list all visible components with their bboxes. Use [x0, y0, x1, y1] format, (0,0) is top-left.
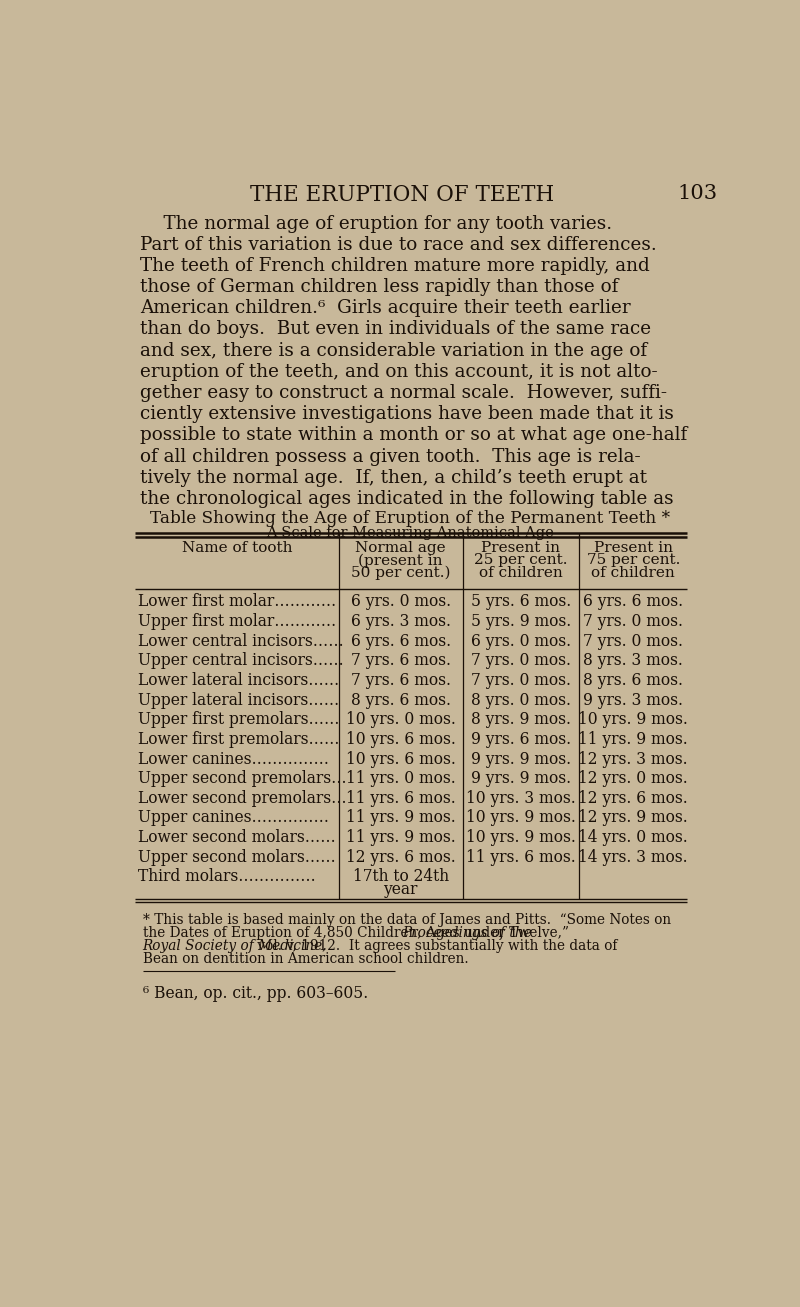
Text: 14 yrs. 0 mos.: 14 yrs. 0 mos.: [578, 829, 688, 846]
Text: 7 yrs. 0 mos.: 7 yrs. 0 mos.: [471, 672, 571, 689]
Text: those of German children less rapidly than those of: those of German children less rapidly th…: [140, 278, 618, 297]
Text: vol. v, 1912.  It agrees substantially with the data of: vol. v, 1912. It agrees substantially wi…: [254, 938, 618, 953]
Text: 12 yrs. 9 mos.: 12 yrs. 9 mos.: [578, 809, 688, 826]
Text: Royal Society of Medicine,: Royal Society of Medicine,: [142, 938, 327, 953]
Text: of all children possess a given tooth.  This age is rela-: of all children possess a given tooth. T…: [140, 447, 641, 465]
Text: 12 yrs. 3 mos.: 12 yrs. 3 mos.: [578, 750, 688, 767]
Text: year: year: [383, 881, 418, 898]
Text: Bean on dentition in American school children.: Bean on dentition in American school chi…: [142, 951, 468, 966]
Text: the chronological ages indicated in the following table as: the chronological ages indicated in the …: [140, 490, 674, 508]
Text: American children.⁶  Girls acquire their teeth earlier: American children.⁶ Girls acquire their …: [140, 299, 631, 318]
Text: Upper lateral incisors……: Upper lateral incisors……: [138, 691, 339, 708]
Text: Upper central incisors……: Upper central incisors……: [138, 652, 344, 669]
Text: Lower central incisors……: Lower central incisors……: [138, 633, 344, 650]
Text: ciently extensive investigations have been made that it is: ciently extensive investigations have be…: [140, 405, 674, 423]
Text: 11 yrs. 6 mos.: 11 yrs. 6 mos.: [346, 789, 455, 806]
Text: 9 yrs. 6 mos.: 9 yrs. 6 mos.: [470, 731, 571, 748]
Text: Upper second molars……: Upper second molars……: [138, 848, 336, 865]
Text: * This table is based mainly on the data of James and Pitts.  “Some Notes on: * This table is based mainly on the data…: [142, 912, 670, 927]
Text: Lower canines……………: Lower canines……………: [138, 750, 329, 767]
Text: 10 yrs. 0 mos.: 10 yrs. 0 mos.: [346, 711, 456, 728]
Text: the Dates of Eruption of 4,850 Children, Ages under Twelve,”: the Dates of Eruption of 4,850 Children,…: [142, 925, 573, 940]
Text: 14 yrs. 3 mos.: 14 yrs. 3 mos.: [578, 848, 688, 865]
Text: THE ERUPTION OF TEETH: THE ERUPTION OF TEETH: [250, 184, 554, 205]
Text: and sex, there is a considerable variation in the age of: and sex, there is a considerable variati…: [140, 341, 647, 359]
Text: 6 yrs. 0 mos.: 6 yrs. 0 mos.: [470, 633, 571, 650]
Text: The normal age of eruption for any tooth varies.: The normal age of eruption for any tooth…: [140, 214, 613, 233]
Text: of children: of children: [591, 566, 675, 580]
Text: 11 yrs. 0 mos.: 11 yrs. 0 mos.: [346, 770, 455, 787]
Text: 10 yrs. 9 mos.: 10 yrs. 9 mos.: [466, 829, 576, 846]
Text: 10 yrs. 9 mos.: 10 yrs. 9 mos.: [466, 809, 576, 826]
Text: of children: of children: [479, 566, 562, 580]
Text: 7 yrs. 6 mos.: 7 yrs. 6 mos.: [350, 672, 450, 689]
Text: 6 yrs. 6 mos.: 6 yrs. 6 mos.: [350, 633, 450, 650]
Text: Table Showing the Age of Eruption of the Permanent Teeth *: Table Showing the Age of Eruption of the…: [150, 510, 670, 527]
Text: Upper canines……………: Upper canines……………: [138, 809, 329, 826]
Text: 50 per cent.): 50 per cent.): [351, 566, 450, 580]
Text: ⁶ Bean, op. cit., pp. 603–605.: ⁶ Bean, op. cit., pp. 603–605.: [142, 985, 368, 1002]
Text: 7 yrs. 0 mos.: 7 yrs. 0 mos.: [583, 613, 683, 630]
Text: 103: 103: [678, 184, 718, 203]
Text: Upper second premolars…: Upper second premolars…: [138, 770, 346, 787]
Text: 11 yrs. 6 mos.: 11 yrs. 6 mos.: [466, 848, 576, 865]
Text: The teeth of French children mature more rapidly, and: The teeth of French children mature more…: [140, 257, 650, 274]
Text: Third molars……………: Third molars……………: [138, 868, 316, 885]
Text: 6 yrs. 6 mos.: 6 yrs. 6 mos.: [583, 593, 683, 610]
Text: 75 per cent.: 75 per cent.: [586, 553, 680, 567]
Text: 10 yrs. 6 mos.: 10 yrs. 6 mos.: [346, 731, 456, 748]
Text: possible to state within a month or so at what age one-half: possible to state within a month or so a…: [140, 426, 687, 444]
Text: 9 yrs. 3 mos.: 9 yrs. 3 mos.: [583, 691, 683, 708]
Text: 7 yrs. 0 mos.: 7 yrs. 0 mos.: [583, 633, 683, 650]
Text: Proceedings of the: Proceedings of the: [402, 925, 532, 940]
Text: gether easy to construct a normal scale.  However, suffi-: gether easy to construct a normal scale.…: [140, 384, 667, 403]
Text: 7 yrs. 6 mos.: 7 yrs. 6 mos.: [350, 652, 450, 669]
Text: 6 yrs. 0 mos.: 6 yrs. 0 mos.: [350, 593, 450, 610]
Text: Lower first molar…………: Lower first molar…………: [138, 593, 336, 610]
Text: 12 yrs. 6 mos.: 12 yrs. 6 mos.: [346, 848, 455, 865]
Text: than do boys.  But even in individuals of the same race: than do boys. But even in individuals of…: [140, 320, 651, 339]
Text: 8 yrs. 6 mos.: 8 yrs. 6 mos.: [350, 691, 450, 708]
Text: Lower lateral incisors……: Lower lateral incisors……: [138, 672, 339, 689]
Text: 25 per cent.: 25 per cent.: [474, 553, 567, 567]
Text: 5 yrs. 9 mos.: 5 yrs. 9 mos.: [470, 613, 571, 630]
Text: Upper first premolars……: Upper first premolars……: [138, 711, 339, 728]
Text: 7 yrs. 0 mos.: 7 yrs. 0 mos.: [471, 652, 571, 669]
Text: 8 yrs. 9 mos.: 8 yrs. 9 mos.: [471, 711, 571, 728]
Text: Present in: Present in: [482, 541, 560, 555]
Text: 10 yrs. 3 mos.: 10 yrs. 3 mos.: [466, 789, 576, 806]
Text: 5 yrs. 6 mos.: 5 yrs. 6 mos.: [470, 593, 571, 610]
Text: Present in: Present in: [594, 541, 673, 555]
Text: 8 yrs. 0 mos.: 8 yrs. 0 mos.: [471, 691, 571, 708]
Text: Lower second premolars…: Lower second premolars…: [138, 789, 346, 806]
Text: Upper first molar…………: Upper first molar…………: [138, 613, 336, 630]
Text: Name of tooth: Name of tooth: [182, 541, 292, 555]
Text: A Scale for Measuring Anatomical Age: A Scale for Measuring Anatomical Age: [266, 525, 554, 540]
Text: 10 yrs. 6 mos.: 10 yrs. 6 mos.: [346, 750, 456, 767]
Text: Lower first premolars……: Lower first premolars……: [138, 731, 339, 748]
Text: 12 yrs. 0 mos.: 12 yrs. 0 mos.: [578, 770, 688, 787]
Text: eruption of the teeth, and on this account, it is not alto-: eruption of the teeth, and on this accou…: [140, 363, 658, 380]
Text: 8 yrs. 6 mos.: 8 yrs. 6 mos.: [583, 672, 683, 689]
Text: 11 yrs. 9 mos.: 11 yrs. 9 mos.: [346, 829, 455, 846]
Text: Normal age: Normal age: [355, 541, 446, 555]
Text: 9 yrs. 9 mos.: 9 yrs. 9 mos.: [470, 770, 571, 787]
Text: 11 yrs. 9 mos.: 11 yrs. 9 mos.: [578, 731, 688, 748]
Text: Part of this variation is due to race and sex differences.: Part of this variation is due to race an…: [140, 235, 657, 254]
Text: 6 yrs. 3 mos.: 6 yrs. 3 mos.: [350, 613, 450, 630]
Text: Lower second molars……: Lower second molars……: [138, 829, 336, 846]
Text: 10 yrs. 9 mos.: 10 yrs. 9 mos.: [578, 711, 688, 728]
Text: (present in: (present in: [358, 553, 443, 567]
Text: 11 yrs. 9 mos.: 11 yrs. 9 mos.: [346, 809, 455, 826]
Text: 9 yrs. 9 mos.: 9 yrs. 9 mos.: [470, 750, 571, 767]
Text: tively the normal age.  If, then, a child’s teeth erupt at: tively the normal age. If, then, a child…: [140, 469, 647, 486]
Text: 12 yrs. 6 mos.: 12 yrs. 6 mos.: [578, 789, 688, 806]
Text: 17th to 24th: 17th to 24th: [353, 868, 449, 885]
Text: 8 yrs. 3 mos.: 8 yrs. 3 mos.: [583, 652, 683, 669]
